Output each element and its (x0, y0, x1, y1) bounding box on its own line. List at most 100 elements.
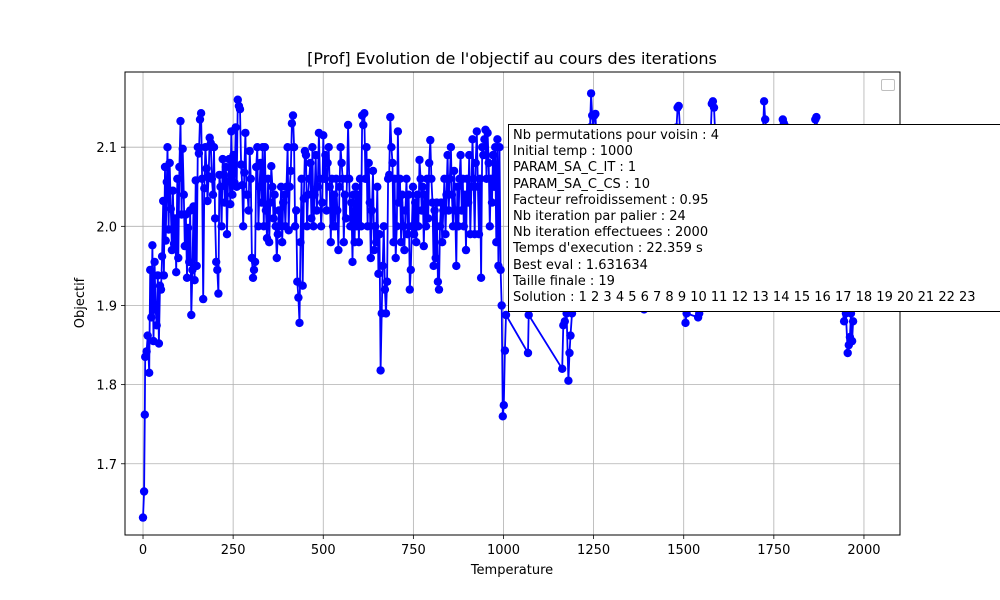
data-point (389, 238, 398, 247)
data-point (179, 190, 188, 199)
y-tick-label: 2.0 (96, 220, 117, 235)
data-point (478, 143, 487, 152)
data-point (848, 317, 858, 326)
data-point (591, 109, 600, 119)
data-point (228, 190, 237, 199)
data-point (473, 182, 483, 191)
data-point (316, 222, 326, 231)
data-point (406, 265, 415, 275)
data-point (402, 174, 411, 183)
x-tick-label: 750 (401, 543, 426, 558)
data-point (387, 143, 396, 152)
data-point (248, 273, 258, 282)
data-point (379, 222, 388, 231)
data-point (457, 206, 466, 215)
data-point (257, 198, 266, 207)
y-axis-label: Objectif (73, 277, 88, 328)
data-point (216, 182, 225, 191)
data-point (278, 238, 287, 247)
data-point (301, 150, 311, 160)
data-point (161, 236, 170, 245)
data-point (226, 200, 235, 209)
data-point (150, 257, 159, 267)
data-point (229, 150, 238, 160)
x-tick-label: 1250 (577, 543, 610, 558)
data-point (164, 225, 173, 234)
data-point (408, 182, 418, 191)
data-point (337, 158, 346, 168)
data-point (153, 271, 162, 280)
data-point (336, 143, 345, 152)
data-point (394, 198, 404, 207)
data-point (497, 301, 506, 310)
data-point (359, 120, 368, 130)
data-point (222, 230, 232, 239)
x-tick-label: 2000 (847, 543, 880, 558)
data-point (287, 119, 297, 128)
data-point (409, 230, 419, 239)
data-point (461, 245, 471, 255)
data-point (217, 222, 226, 231)
data-point (269, 214, 278, 223)
data-point (381, 309, 391, 318)
data-point (456, 150, 465, 160)
y-axis: 1.7 1.8 1.9 2.0 2.1 (96, 141, 125, 473)
data-point (187, 310, 196, 320)
data-point (140, 410, 149, 419)
data-point (178, 144, 187, 153)
data-point (152, 321, 161, 330)
data-point (433, 277, 443, 286)
data-point (307, 214, 316, 223)
data-point (341, 214, 351, 223)
data-point (189, 202, 198, 211)
data-point (413, 190, 422, 199)
data-point (260, 143, 270, 152)
data-point (401, 206, 410, 215)
data-point (500, 346, 510, 355)
data-point (412, 238, 421, 247)
data-point (560, 317, 569, 326)
data-point (263, 174, 273, 183)
data-point (233, 95, 242, 104)
data-point (290, 222, 300, 231)
data-point (434, 285, 444, 294)
data-point (284, 226, 293, 235)
data-point (195, 115, 205, 124)
data-point (847, 336, 857, 346)
data-point (453, 182, 462, 191)
data-point (265, 238, 274, 247)
data-point (221, 162, 231, 172)
data-point (197, 174, 207, 183)
data-point (270, 190, 279, 199)
data-point (214, 289, 223, 298)
data-point (351, 182, 360, 191)
data-point (839, 317, 849, 326)
data-point (364, 158, 373, 168)
data-point (212, 257, 221, 267)
data-point (446, 143, 456, 152)
y-tick-label: 1.8 (96, 379, 117, 394)
data-point (371, 222, 380, 231)
info-line: Taille finale : 19 (513, 273, 615, 289)
data-point (273, 230, 282, 239)
data-point (812, 112, 821, 122)
data-point (405, 285, 414, 294)
data-point (421, 222, 431, 231)
x-tick-label: 0 (139, 543, 147, 558)
data-point (194, 149, 204, 158)
data-point (310, 190, 319, 199)
info-line: PARAM_SA_C_IT : 1 (513, 160, 637, 176)
data-point (320, 174, 329, 183)
data-point (190, 276, 199, 285)
data-point (427, 174, 436, 183)
data-point (159, 271, 169, 280)
info-line: PARAM_SA_C_CS : 10 (513, 176, 650, 192)
data-point (325, 182, 334, 191)
data-point (147, 313, 156, 322)
info-line: Temps d'execution : 22.359 s (513, 241, 703, 257)
data-point (489, 182, 499, 191)
data-point (170, 214, 180, 223)
data-point (207, 174, 217, 183)
data-point (223, 177, 233, 186)
data-point (524, 310, 533, 320)
